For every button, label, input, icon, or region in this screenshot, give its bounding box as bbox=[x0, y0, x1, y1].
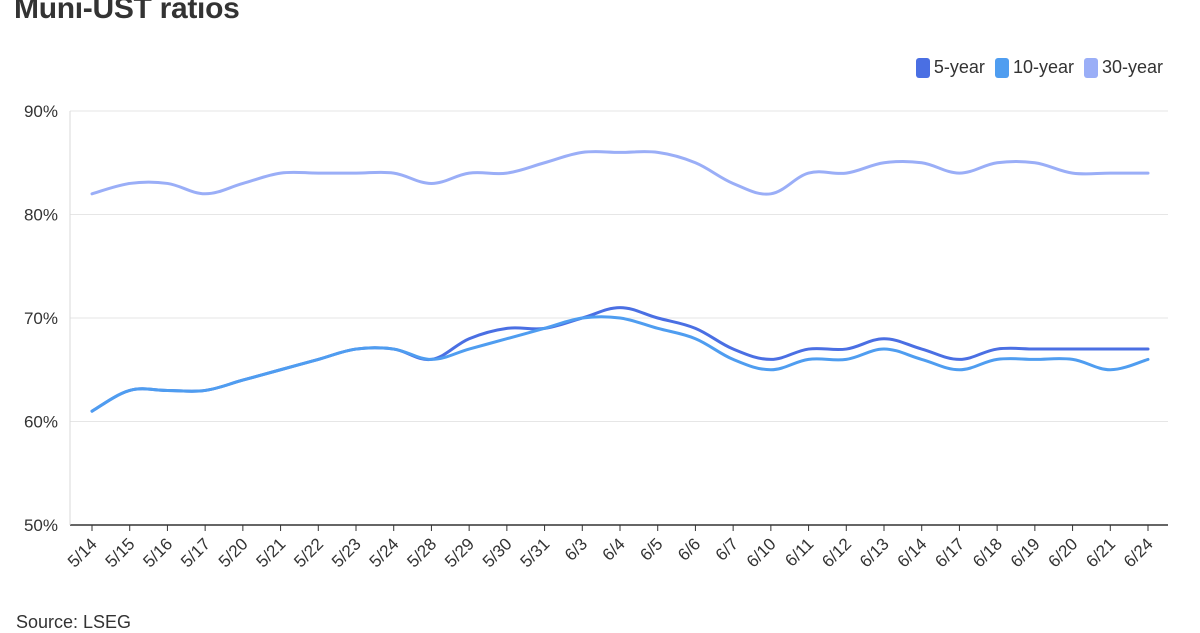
x-tick-label: 5/14 bbox=[64, 534, 101, 571]
y-tick-label: 60% bbox=[24, 413, 58, 432]
chart-title: Muni-UST ratios bbox=[14, 0, 240, 25]
x-tick-label: 6/14 bbox=[894, 534, 931, 571]
x-tick-label: 5/29 bbox=[441, 534, 478, 571]
x-tick-label: 5/21 bbox=[253, 534, 290, 571]
legend-item-5-year: 5-year bbox=[915, 57, 985, 78]
x-tick-label: 6/4 bbox=[599, 534, 629, 564]
x-tick-label: 6/17 bbox=[931, 534, 968, 571]
series-line-30-year bbox=[90, 150, 1150, 196]
x-tick-label: 5/23 bbox=[328, 534, 365, 571]
x-tick-label: 5/30 bbox=[479, 534, 516, 571]
x-tick-label: 6/5 bbox=[636, 534, 666, 564]
legend-item-10-year: 10-year bbox=[994, 57, 1074, 78]
series-layer bbox=[90, 150, 1150, 413]
x-tick-label: 5/31 bbox=[517, 534, 554, 571]
legend-swatch-30-year bbox=[1083, 57, 1098, 78]
legend-swatch-5-year bbox=[915, 57, 930, 78]
x-tick-label: 5/15 bbox=[102, 534, 139, 571]
x-tick-label: 5/28 bbox=[403, 534, 440, 571]
x-tick-label: 6/11 bbox=[781, 534, 817, 570]
x-tick-label: 5/17 bbox=[177, 534, 214, 571]
legend-label-10-year: 10-year bbox=[1012, 57, 1074, 77]
x-tick-label: 6/6 bbox=[674, 534, 704, 564]
x-tick-label: 5/24 bbox=[366, 534, 403, 571]
x-tick-label: 6/20 bbox=[1045, 534, 1082, 571]
x-tick-label: 5/22 bbox=[290, 534, 327, 571]
axis-layer: 50%60%70%80%90%5/14 5/15 5/16 5/17 5/20 5/21 5… bbox=[24, 102, 1157, 571]
legend-item-30-year: 30-year bbox=[1083, 57, 1163, 78]
chart-legend: 5-year 10-year 30-year bbox=[915, 57, 1163, 78]
legend-swatch-10-year bbox=[994, 57, 1009, 78]
x-tick-label: 6/7 bbox=[712, 534, 742, 564]
x-tick-label: 5/16 bbox=[139, 534, 176, 571]
y-tick-label: 80% bbox=[24, 206, 58, 225]
legend-label-5-year: 5-year bbox=[933, 57, 985, 77]
series-line-10-year bbox=[90, 315, 1150, 413]
y-tick-label: 90% bbox=[24, 102, 58, 121]
x-tick-label: 6/12 bbox=[818, 534, 855, 571]
x-tick-label: 6/10 bbox=[743, 534, 780, 571]
x-tick-label: 6/13 bbox=[856, 534, 893, 571]
series-line-5-year bbox=[90, 306, 1150, 413]
x-tick-label: 6/18 bbox=[969, 534, 1006, 571]
legend-label-30-year: 30-year bbox=[1101, 57, 1163, 77]
x-tick-label: 6/21 bbox=[1082, 534, 1119, 571]
source-note: Source: LSEG bbox=[16, 612, 132, 632]
x-tick-label: 5/20 bbox=[215, 534, 252, 571]
x-tick-label: 6/19 bbox=[1007, 534, 1044, 571]
y-tick-label: 50% bbox=[24, 516, 58, 535]
x-tick-label: 6/24 bbox=[1120, 534, 1157, 571]
y-tick-label: 70% bbox=[24, 309, 58, 328]
x-tick-label: 6/3 bbox=[561, 534, 591, 564]
